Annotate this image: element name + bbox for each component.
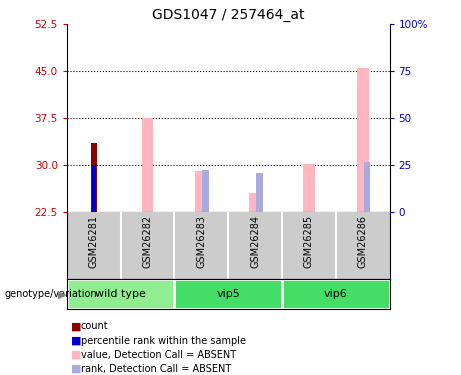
Text: percentile rank within the sample: percentile rank within the sample: [81, 336, 246, 345]
Bar: [256, 173, 263, 212]
Text: ■: ■: [71, 350, 82, 360]
Bar: [303, 164, 315, 212]
Text: GSM26282: GSM26282: [142, 215, 153, 268]
Bar: [67, 279, 174, 309]
Bar: [142, 118, 154, 212]
Bar: [195, 171, 207, 212]
Bar: [202, 170, 209, 212]
Bar: [92, 165, 96, 212]
Text: rank, Detection Call = ABSENT: rank, Detection Call = ABSENT: [81, 364, 231, 374]
Title: GDS1047 / 257464_at: GDS1047 / 257464_at: [152, 8, 304, 22]
Text: GSM26283: GSM26283: [196, 215, 207, 268]
Text: GSM26281: GSM26281: [89, 215, 99, 268]
Bar: [282, 279, 390, 309]
Text: ▶: ▶: [58, 290, 66, 299]
Text: GSM26286: GSM26286: [358, 215, 368, 268]
Text: GSM26284: GSM26284: [250, 215, 260, 268]
Text: ■: ■: [71, 364, 82, 374]
Bar: [90, 143, 97, 212]
Text: genotype/variation: genotype/variation: [5, 290, 97, 299]
Bar: [357, 68, 368, 212]
Bar: [249, 193, 261, 212]
Text: count: count: [81, 321, 108, 331]
Bar: [364, 162, 370, 212]
Text: GSM26285: GSM26285: [304, 215, 314, 268]
Text: ■: ■: [71, 321, 82, 331]
Text: wild type: wild type: [95, 290, 146, 299]
Bar: [174, 279, 282, 309]
Text: vip6: vip6: [324, 290, 348, 299]
Text: ■: ■: [71, 336, 82, 345]
Text: value, Detection Call = ABSENT: value, Detection Call = ABSENT: [81, 350, 236, 360]
Text: vip5: vip5: [216, 290, 240, 299]
